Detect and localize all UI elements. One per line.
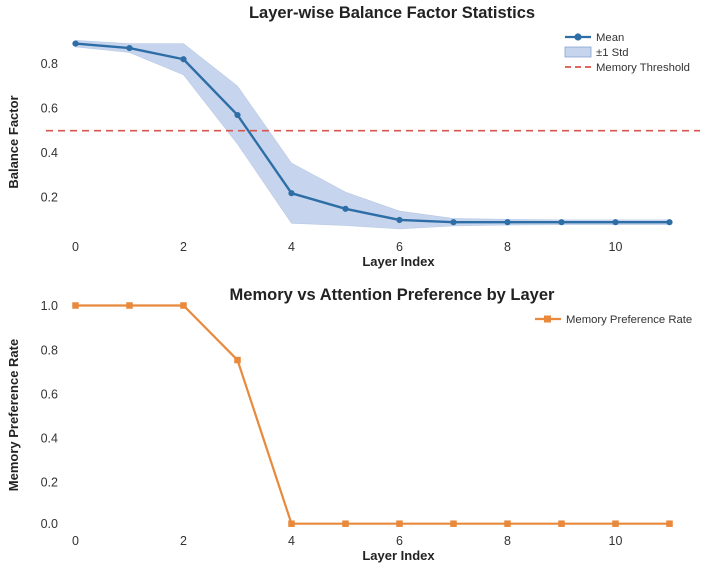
- svg-text:0.6: 0.6: [41, 388, 58, 402]
- svg-text:4: 4: [288, 534, 295, 548]
- svg-text:0.8: 0.8: [41, 344, 58, 358]
- svg-text:0.6: 0.6: [41, 102, 58, 116]
- svg-text:10: 10: [609, 240, 623, 254]
- svg-text:1.0: 1.0: [41, 299, 58, 313]
- svg-text:Balance Factor: Balance Factor: [6, 95, 21, 188]
- svg-text:2: 2: [180, 534, 187, 548]
- svg-text:0.4: 0.4: [41, 432, 58, 446]
- svg-text:0: 0: [72, 534, 79, 548]
- svg-text:8: 8: [504, 534, 511, 548]
- svg-text:Memory vs Attention Preference: Memory vs Attention Preference by Layer: [230, 286, 555, 304]
- svg-text:Mean: Mean: [596, 32, 624, 44]
- svg-text:Memory Preference Rate: Memory Preference Rate: [6, 339, 21, 491]
- svg-text:6: 6: [396, 534, 403, 548]
- svg-text:10: 10: [609, 534, 623, 548]
- svg-text:Layer-wise Balance Factor Stat: Layer-wise Balance Factor Statistics: [249, 4, 535, 22]
- svg-text:0.2: 0.2: [41, 476, 58, 490]
- svg-text:Layer Index: Layer Index: [362, 548, 435, 563]
- svg-text:Layer Index: Layer Index: [362, 254, 435, 269]
- svg-text:0.8: 0.8: [41, 57, 58, 71]
- svg-text:0: 0: [72, 240, 79, 254]
- svg-text:±1 Std: ±1 Std: [596, 47, 629, 59]
- svg-text:0.2: 0.2: [41, 191, 58, 205]
- svg-text:2: 2: [180, 240, 187, 254]
- svg-text:6: 6: [396, 240, 403, 254]
- svg-text:4: 4: [288, 240, 295, 254]
- svg-text:Memory Threshold: Memory Threshold: [596, 62, 690, 74]
- svg-text:0.0: 0.0: [41, 517, 58, 531]
- svg-text:8: 8: [504, 240, 511, 254]
- svg-text:Memory Preference Rate: Memory Preference Rate: [566, 314, 692, 326]
- svg-text:0.4: 0.4: [41, 146, 58, 160]
